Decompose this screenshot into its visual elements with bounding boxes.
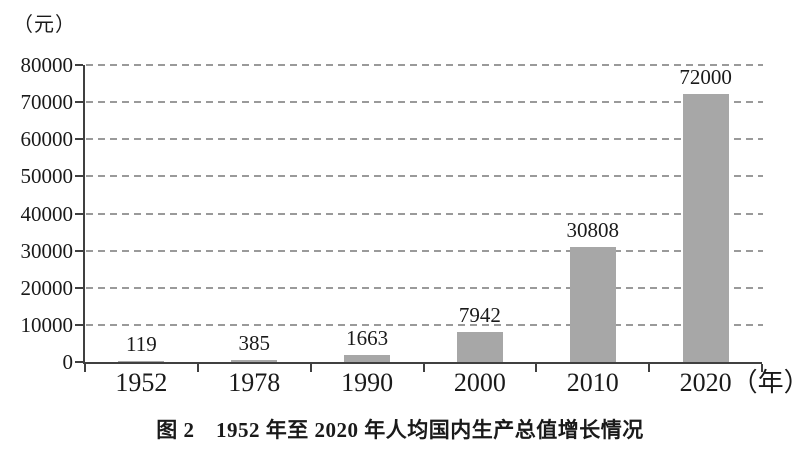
y-axis-tick-label: 50000: [20, 164, 74, 189]
y-axis-tick: [75, 323, 83, 326]
y-axis-tick: [75, 64, 83, 66]
bar-value-label: 119: [126, 332, 157, 356]
gridline: [86, 64, 763, 66]
x-axis-tick: [196, 364, 199, 372]
gridline: [86, 175, 763, 178]
y-axis-unit-label: （元）: [13, 14, 76, 36]
x-axis-tick: [309, 364, 312, 372]
y-axis-tick-label: 30000: [20, 238, 74, 263]
y-axis-tick: [75, 361, 83, 363]
x-axis-line: [83, 362, 762, 364]
x-axis-unit-suffix: （年）: [731, 368, 800, 397]
figure-caption: 图 2 1952 年至 2020 年人均国内生产总值增长情况: [156, 418, 644, 442]
bar: [231, 360, 278, 362]
x-axis-tick-label: 1952: [115, 368, 168, 397]
y-axis-tick-label: 0: [62, 350, 74, 374]
y-axis-tick: [75, 249, 83, 252]
y-axis-line: [83, 65, 85, 364]
gridline: [86, 138, 763, 141]
bar: [682, 94, 729, 362]
y-axis-tick: [75, 138, 83, 141]
y-axis-tick-label: 60000: [20, 127, 74, 152]
bar-value-label: 72000: [679, 65, 732, 89]
x-axis-tick: [84, 364, 86, 372]
bar: [456, 332, 503, 362]
y-axis-tick-label: 20000: [20, 275, 74, 300]
y-axis-tick: [75, 286, 83, 289]
gridline: [86, 286, 763, 289]
bar: [118, 361, 165, 362]
x-axis-tick: [422, 364, 425, 372]
x-axis-tick-label: 1990: [341, 368, 394, 397]
gridline: [86, 101, 763, 104]
y-axis-tick: [75, 212, 83, 215]
bar-value-label: 7942: [458, 303, 501, 327]
y-axis-tick-label: 40000: [20, 201, 74, 226]
bar-value-label: 385: [238, 331, 271, 355]
y-axis-tick-label: 70000: [20, 90, 74, 115]
x-axis-tick-label: 2000: [453, 368, 506, 397]
gridline: [86, 212, 763, 215]
bar: [569, 247, 616, 362]
y-axis-tick: [75, 175, 83, 178]
x-axis-tick-label: 1978: [228, 368, 281, 397]
plot-area: 0 10000 20000 30000 40000 50000 60000 70000 8000…: [21, 53, 800, 397]
y-axis-tick-label: 10000: [20, 312, 74, 337]
x-axis-tick: [761, 364, 763, 372]
x-axis-tick-label: 2020（年）: [680, 369, 800, 397]
bar-value-label: 30808: [566, 218, 620, 242]
gridline: [86, 249, 763, 252]
bar: [344, 355, 391, 362]
x-axis-tick: [648, 364, 651, 372]
y-axis-tick: [75, 101, 83, 104]
bar-value-label: 1663: [346, 326, 389, 350]
x-axis-tick: [535, 364, 538, 372]
gridline: [86, 323, 763, 326]
y-axis-tick-label: 80000: [20, 53, 74, 77]
x-axis-tick-label: 2010: [566, 368, 619, 397]
